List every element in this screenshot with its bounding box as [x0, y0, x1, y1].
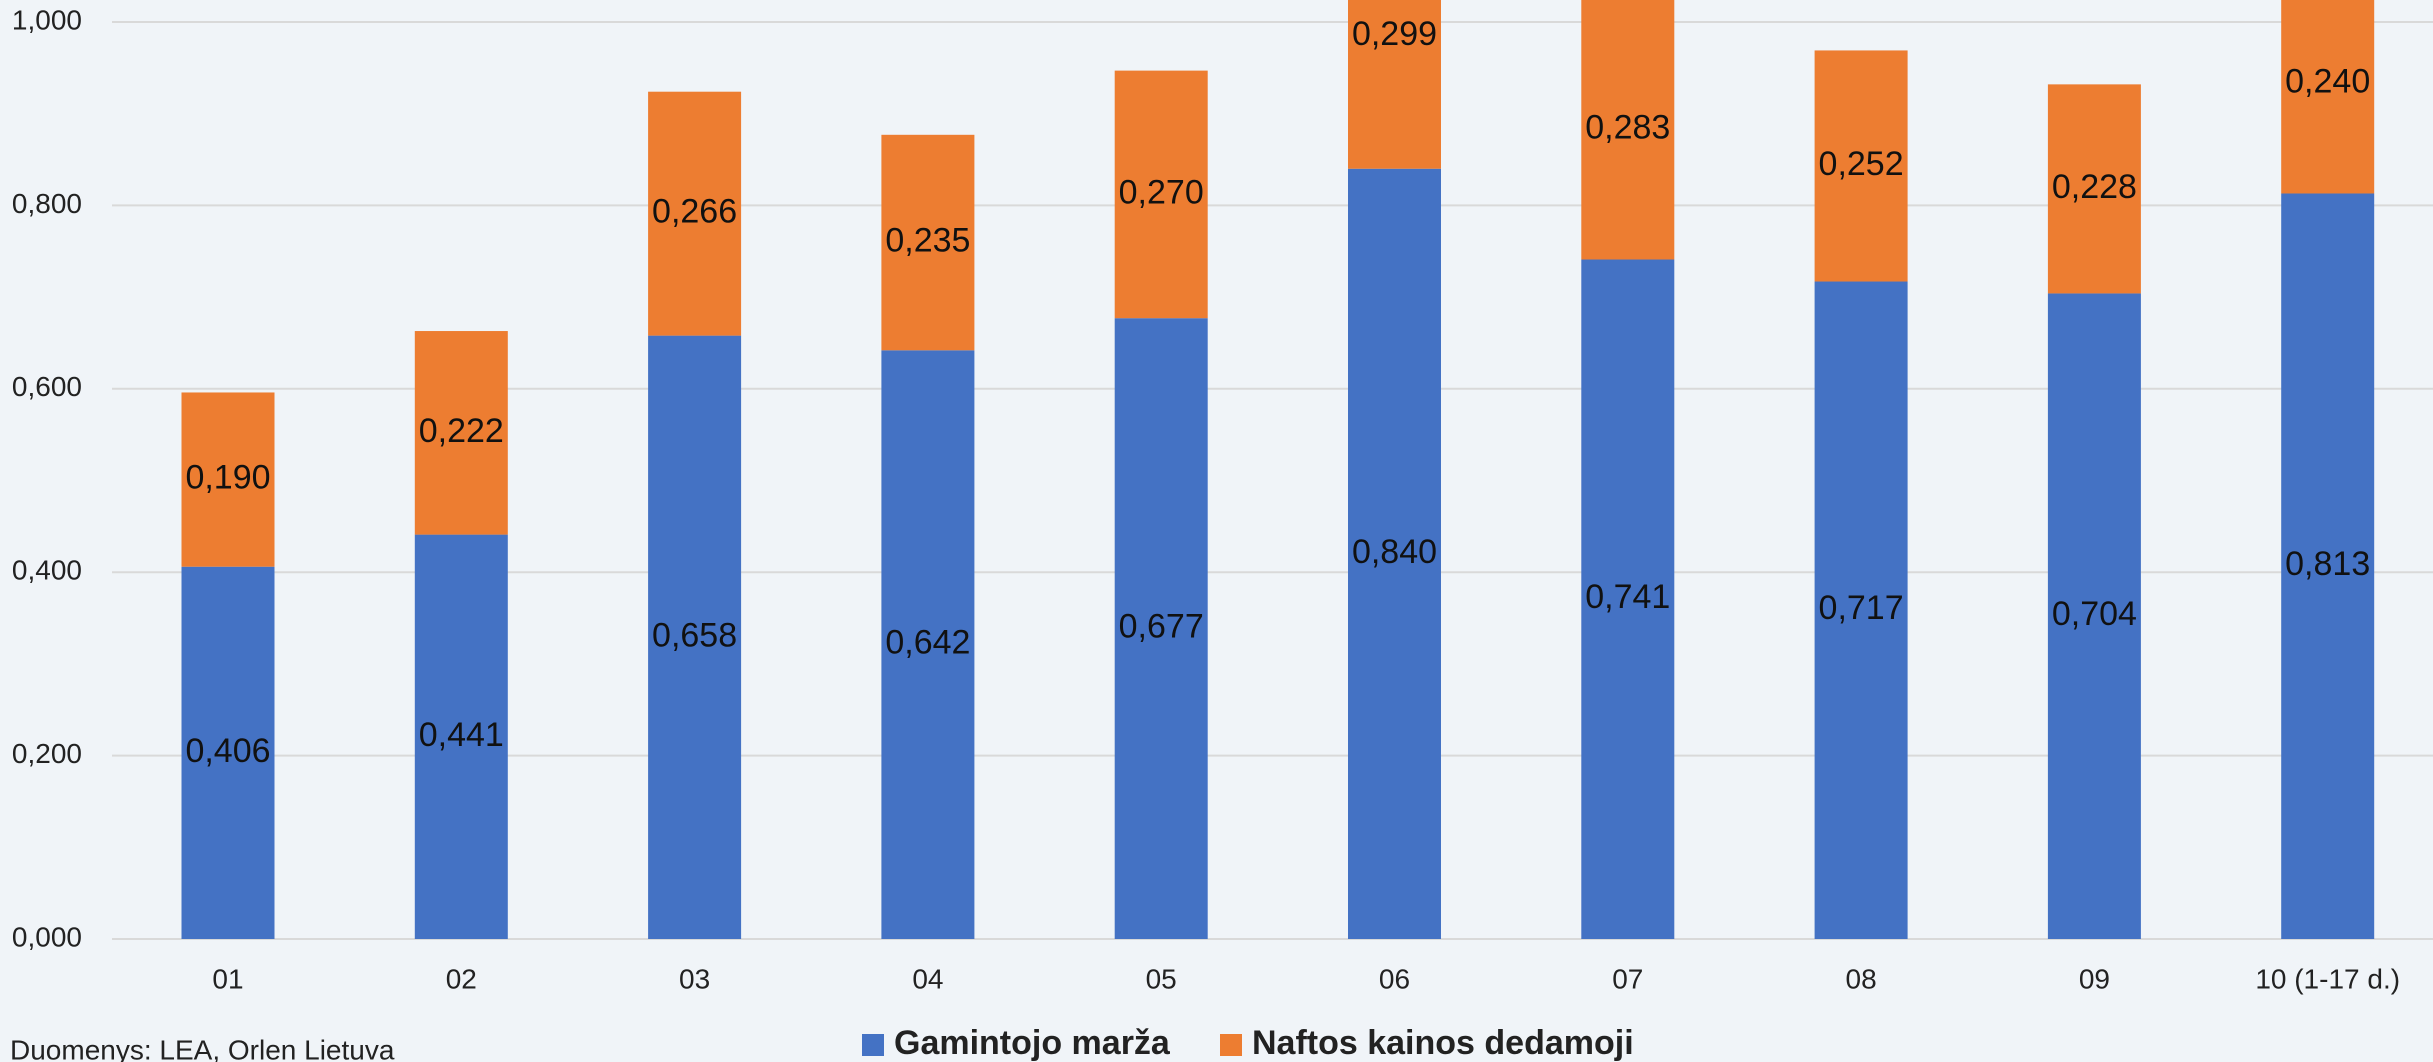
bar-segment [181, 566, 275, 939]
x-tick-label: 10 (1-17 d.) [2255, 963, 2400, 994]
x-tick-label: 09 [2079, 963, 2110, 994]
x-tick-label: 03 [679, 963, 710, 994]
value-label: 0,704 [2052, 595, 2137, 633]
source-note: Duomenys: LEA, Orlen Lietuva [10, 1034, 395, 1062]
bar-segment [1814, 50, 1908, 282]
bar-segment [881, 134, 975, 351]
y-tick-label: 1,000 [12, 4, 82, 35]
value-label: 0,228 [2052, 168, 2137, 206]
bar-segment [2047, 84, 2141, 294]
value-label: 0,658 [652, 616, 737, 654]
value-label: 0,283 [1585, 109, 1670, 147]
bar-segment [2047, 293, 2141, 939]
bar-segment [1348, 168, 1441, 939]
bar-segment [414, 331, 508, 535]
y-tick-label: 0,200 [12, 738, 82, 769]
bar-segment [648, 91, 742, 336]
legend-label: Gamintojo marža [894, 1024, 1171, 1062]
value-label: 0,252 [1819, 145, 1904, 183]
value-label: 0,190 [185, 459, 270, 497]
x-tick-label: 02 [446, 963, 477, 994]
bar-segment [2281, 193, 2375, 939]
bar-segment [881, 350, 975, 939]
x-tick-label: 06 [1379, 963, 1410, 994]
bar-segment [181, 392, 275, 567]
bar-segment [1348, 0, 1441, 169]
bar-segment [1581, 0, 1675, 260]
bar-segment [648, 335, 742, 939]
value-label: 0,235 [885, 222, 970, 260]
value-label: 0,677 [1119, 608, 1204, 646]
value-label: 0,642 [885, 624, 970, 662]
y-tick-label: 0,800 [12, 188, 82, 219]
bar-segment [1581, 259, 1675, 939]
x-tick-label: 08 [1846, 963, 1877, 994]
x-tick-label: 05 [1146, 963, 1177, 994]
value-label: 0,406 [185, 732, 270, 770]
y-tick-label: 0,600 [12, 371, 82, 402]
value-label: 0,813 [2285, 545, 2370, 583]
bar-segment [1114, 70, 1208, 319]
bar-segment [2281, 0, 2375, 194]
value-label: 0,840 [1352, 533, 1437, 571]
value-label: 0,299 [1352, 15, 1437, 53]
value-label: 0,240 [2285, 62, 2370, 100]
x-tick-label: 07 [1612, 963, 1643, 994]
x-tick-label: 04 [912, 963, 943, 994]
value-label: 0,441 [419, 716, 504, 754]
y-tick-label: 0,400 [12, 555, 82, 586]
y-tick-label: 0,000 [12, 921, 82, 952]
bar-segment [1114, 318, 1208, 939]
value-label: 0,222 [419, 412, 504, 450]
bar-segment [414, 534, 508, 939]
legend-label: Naftos kainos dedamoji [1252, 1024, 1634, 1062]
bar-segment [1814, 281, 1908, 939]
value-label: 0,270 [1119, 173, 1204, 211]
value-label: 0,717 [1819, 589, 1904, 627]
value-label: 0,741 [1585, 578, 1670, 616]
legend-swatch [1220, 1034, 1242, 1056]
value-label: 0,266 [652, 193, 737, 231]
legend-swatch [862, 1034, 884, 1056]
x-tick-label: 01 [212, 963, 243, 994]
